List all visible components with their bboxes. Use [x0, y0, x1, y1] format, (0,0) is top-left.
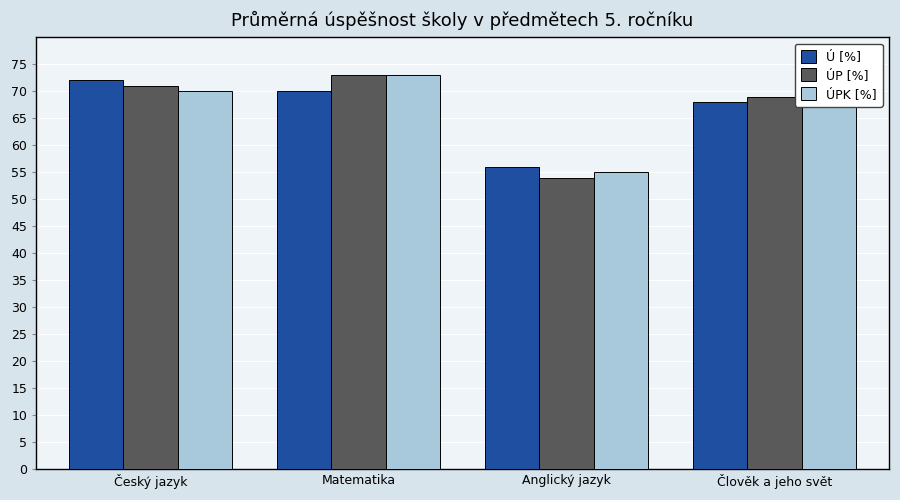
Bar	[385, 75, 439, 469]
Bar	[593, 172, 648, 469]
Title: Průměrná úspěšnost školy v předmětech 5. ročníku: Průměrná úspěšnost školy v předmětech 5.…	[231, 11, 694, 30]
Bar	[802, 96, 856, 469]
Bar	[693, 102, 748, 469]
Bar	[748, 96, 802, 469]
Bar	[539, 178, 593, 469]
Bar	[69, 80, 123, 469]
Bar	[123, 86, 177, 469]
Bar	[331, 75, 385, 469]
Legend: Ú [%], ÚP [%], ÚPK [%]: Ú [%], ÚP [%], ÚPK [%]	[795, 44, 883, 107]
Bar	[177, 92, 231, 469]
Bar	[277, 92, 331, 469]
Bar	[485, 167, 539, 469]
